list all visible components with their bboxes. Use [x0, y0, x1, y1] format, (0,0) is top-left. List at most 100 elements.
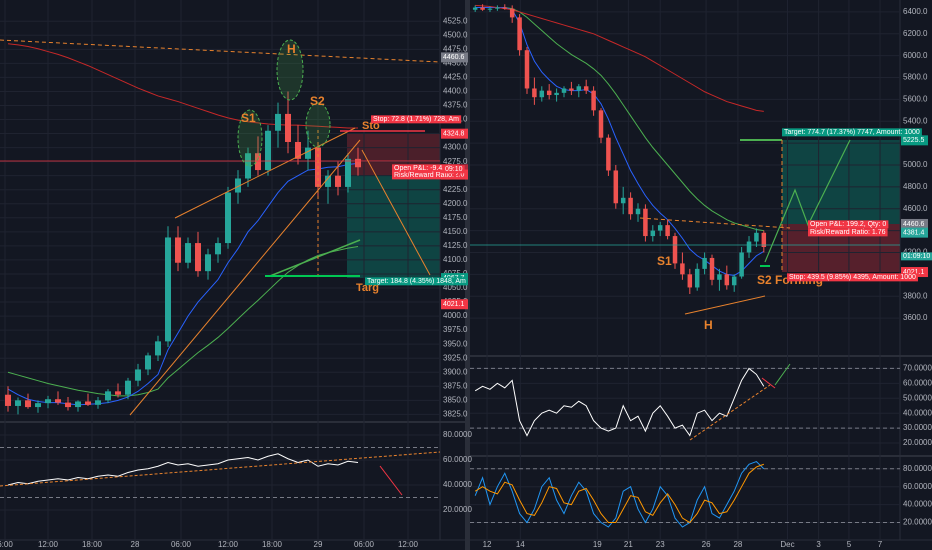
rsi-arrow — [379, 465, 403, 496]
x-tick-label: 6:00 — [0, 540, 13, 549]
indicator-line — [474, 461, 765, 528]
candle-body — [731, 276, 737, 286]
price-chip — [901, 267, 928, 278]
candle-body — [125, 380, 131, 395]
annotation: 09:10 — [445, 166, 463, 173]
annotation: Risk/Reward Ratio: 1.76 — [810, 229, 886, 236]
candle-body — [687, 274, 693, 288]
candle-body — [495, 7, 500, 9]
annotation: S1 — [657, 254, 672, 268]
candle-body — [569, 88, 574, 91]
y-tick-label: 5000.0 — [903, 160, 928, 169]
candle-body — [532, 88, 537, 98]
candle-body — [628, 197, 633, 215]
price-chip-label: 4021.1 — [443, 301, 465, 308]
y-tick-label: 80.0000 — [443, 430, 472, 439]
candle-body — [335, 175, 341, 187]
y-tick-label: 40.0000 — [903, 500, 932, 509]
annotation: Stop: 72.8 (1.71%) 728, Am — [373, 116, 459, 123]
head-marker — [276, 39, 304, 101]
y-tick-label: 4100.0 — [443, 255, 468, 264]
candle-body — [225, 192, 231, 244]
annotation-box — [365, 277, 469, 286]
candle-body — [165, 237, 171, 342]
candle-body — [746, 241, 752, 253]
annotation: Targ — [356, 282, 379, 294]
candle-body — [65, 402, 71, 408]
candle-body — [115, 391, 121, 395]
y-tick-label: 3825.0 — [443, 409, 468, 418]
candle-body — [709, 257, 715, 280]
y-tick-label: 4525.0 — [443, 16, 468, 25]
candle-body — [724, 274, 730, 286]
candle-body — [175, 237, 181, 263]
indicator-line — [474, 367, 765, 437]
candle-body — [35, 403, 41, 408]
candle-body — [546, 90, 552, 96]
candle-body — [135, 369, 141, 381]
y-tick-label: 4800.0 — [903, 182, 928, 191]
indicator-line — [475, 4, 764, 112]
y-tick-label: 3800.0 — [903, 291, 928, 300]
rsi-trend — [689, 384, 771, 441]
y-tick-label: 5600.0 — [903, 95, 928, 104]
y-tick-label: 4150.0 — [443, 227, 468, 236]
y-tick-label: 20.0000 — [903, 518, 932, 527]
trend-line — [129, 139, 361, 416]
candle-body — [472, 7, 478, 10]
x-tick-label: 18:00 — [262, 540, 283, 549]
pane — [470, 461, 900, 528]
candle-body — [205, 254, 211, 272]
annotation: H — [287, 42, 296, 56]
x-tick-label: 29 — [314, 540, 323, 549]
annotation: S1 — [241, 111, 256, 125]
candle-body — [694, 268, 700, 288]
candle-body — [145, 355, 151, 370]
candle-body — [680, 263, 685, 275]
candle-body — [265, 130, 271, 171]
y-tick-label: 30.0000 — [903, 423, 932, 432]
y-tick-label: 40.0000 — [443, 480, 472, 489]
annotation-box — [808, 228, 888, 237]
projection — [361, 149, 431, 276]
y-tick-label: 20.0000 — [903, 438, 932, 447]
y-tick-label: 50.0000 — [903, 393, 932, 402]
indicator-line — [475, 7, 765, 276]
y-tick-label: 4600.0 — [903, 204, 928, 213]
candle-body — [355, 158, 361, 168]
price-chip-label: 4021.1 — [903, 269, 925, 276]
candle-body — [554, 92, 559, 96]
rsi-arrow — [761, 377, 776, 389]
y-tick-label: 4500.0 — [443, 30, 468, 39]
candle-body — [739, 252, 744, 277]
x-tick-label: 28 — [131, 540, 140, 549]
y-tick-label: 60.0000 — [903, 378, 932, 387]
y-tick-label: 6400.0 — [903, 7, 928, 16]
shoulder-marker — [237, 109, 263, 167]
y-tick-label: 40.0000 — [903, 408, 932, 417]
annotation-box — [392, 164, 460, 173]
candle-body — [75, 401, 81, 408]
candle-body — [613, 170, 619, 204]
x-tick-label: 3 — [816, 540, 821, 549]
candle-body — [620, 197, 626, 204]
annotation: Stop: 439.5 (9.85%) 4395, Amount: 1000 — [789, 274, 916, 281]
y-tick-label: 4375.0 — [443, 101, 468, 110]
indicator-line — [7, 43, 358, 129]
x-tick-label: 19 — [593, 540, 602, 549]
y-tick-label: 4175.0 — [443, 213, 468, 222]
annotation: Target: 774.7 (17.37%) 7747, Amount: 100… — [784, 129, 920, 136]
y-tick-label: 3875.0 — [443, 381, 468, 390]
y-tick-label: 60.0000 — [903, 482, 932, 491]
candle-body — [502, 7, 508, 9]
candle-body — [305, 147, 311, 159]
annotation-box — [371, 115, 462, 124]
y-tick-label: 3850.0 — [443, 395, 468, 404]
y-tick-label: 4450.0 — [443, 58, 468, 67]
x-tick-label: 26 — [702, 540, 711, 549]
candle-body — [524, 50, 530, 89]
y-tick-label: 80.0000 — [903, 464, 932, 473]
candle-body — [561, 88, 567, 93]
indicator-line — [7, 453, 359, 486]
